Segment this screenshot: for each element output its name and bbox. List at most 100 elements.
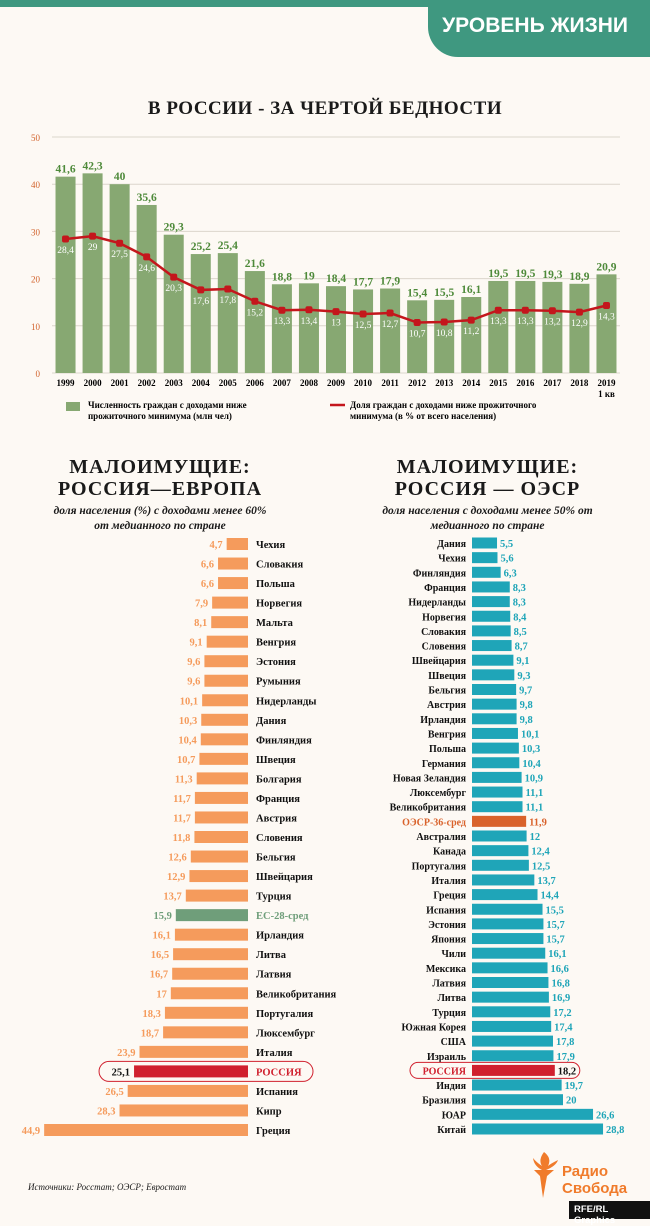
bar (472, 596, 510, 608)
bar (472, 962, 548, 974)
bar (201, 713, 248, 726)
x-tick-label: 2002 (138, 378, 157, 388)
bar-value-label: 5,6 (500, 554, 513, 565)
country-label: Венгрия (256, 638, 296, 649)
bar (139, 1045, 248, 1058)
bar (472, 1020, 552, 1032)
bar-value-label: 11,7 (173, 813, 191, 824)
bar (542, 281, 563, 373)
bar (472, 757, 520, 769)
country-label: Швеция (428, 671, 466, 682)
line-value-label: 10,8 (436, 329, 453, 339)
line-point (359, 310, 367, 318)
bar-value-label: 16,1 (461, 284, 481, 296)
bar (472, 1035, 553, 1047)
bar (472, 669, 515, 681)
country-label: Великобритания (390, 803, 467, 814)
x-tick-label: 2012 (408, 378, 427, 388)
oecd-subtitle-line-1: доля населения с доходами менее 50% от (382, 505, 593, 517)
bar (194, 831, 248, 843)
graphics-credit: RFE/RL Graphics (569, 1201, 650, 1226)
bar-value-label: 11,8 (173, 833, 191, 844)
country-label: Литва (256, 950, 287, 961)
bar (596, 274, 617, 373)
bar-value-label: 9,8 (520, 715, 533, 726)
bar-value-label: 26,5 (105, 1087, 123, 1098)
bar (202, 694, 248, 707)
bar (472, 977, 549, 988)
oecd-subtitle-line-2: медианного по стране (430, 520, 545, 532)
bar (134, 1065, 248, 1078)
bar (380, 288, 401, 373)
bar-value-label: 15,7 (546, 935, 564, 946)
bar-value-label: 44,9 (22, 1126, 40, 1137)
bar-value-label: 12,4 (531, 847, 550, 858)
x-tick-label: 2017 (543, 378, 562, 388)
bar-value-label: 17 (156, 989, 167, 1000)
country-label: Мексика (426, 964, 466, 975)
oecd-heading: МАЛОИМУЩИЕ: РОССИЯ — ОЭСР доля населения… (345, 456, 630, 534)
oecd-title-line-2: РОССИЯ — ОЭСР (394, 478, 581, 500)
bar (136, 204, 157, 373)
country-label: Турция (256, 892, 292, 903)
bar (194, 811, 248, 824)
bar-value-label: 10,3 (179, 716, 197, 727)
line-value-label: 14,3 (598, 313, 615, 323)
country-label: Румыния (256, 677, 301, 688)
legend-line-label: минимума (в % от всего населения) (350, 411, 496, 421)
x-tick-label: 2013 (435, 378, 454, 388)
bar (472, 1123, 604, 1135)
bar-value-label: 41,6 (55, 164, 75, 176)
logo-text-line-1: Радио (562, 1163, 609, 1180)
country-label: ЕС-28-сред (256, 911, 309, 922)
logo-text-line-2: Свобода (562, 1180, 628, 1197)
bar (472, 727, 518, 739)
country-label: Япония (431, 935, 467, 946)
bar (298, 283, 319, 373)
bar-value-label: 18,4 (326, 273, 346, 285)
bar-value-label: 8,5 (514, 627, 527, 638)
bar-value-label: 23,9 (117, 1048, 135, 1059)
bar-value-label: 18,9 (569, 271, 589, 283)
bar (472, 874, 535, 886)
bar (109, 184, 130, 373)
bar (163, 234, 184, 373)
bar-value-label: 16,5 (151, 950, 169, 961)
country-label: ОЭСР-36-сред (402, 817, 466, 828)
bar-value-label: 11,7 (173, 794, 191, 805)
russia-highlight-outline (98, 1060, 314, 1082)
x-tick-label-sub: 1 кв (598, 389, 615, 399)
bar-value-label: 15,5 (546, 905, 564, 916)
country-label: Чехия (438, 554, 466, 565)
country-label: Германия (422, 759, 467, 770)
bar-value-label: 17,2 (553, 1008, 571, 1019)
line-point (467, 316, 475, 324)
bar-value-label: 16,8 (551, 979, 569, 990)
x-tick-label: 2005 (219, 378, 238, 388)
country-label: Швеция (256, 755, 296, 766)
line-value-label: 29 (88, 243, 98, 253)
bar (472, 801, 523, 813)
bar (434, 299, 455, 373)
bar (185, 889, 248, 902)
country-label: Люксембург (410, 788, 467, 799)
country-label: Латвия (432, 979, 466, 990)
radio-svoboda-torch-logo-icon (533, 1152, 558, 1198)
bar-value-label: 19 (303, 270, 315, 282)
bar (170, 987, 248, 1000)
bar-value-label: 19,7 (565, 1081, 583, 1092)
country-label: Финляндия (256, 735, 312, 746)
bar (472, 552, 498, 564)
bar (472, 845, 529, 857)
bar (472, 933, 544, 945)
logo-text: Радио Свобода (562, 1163, 627, 1197)
bar (211, 616, 248, 629)
bar-value-label: 28,8 (606, 1125, 624, 1136)
country-label: Мальта (256, 618, 294, 629)
bar-value-label: 11,9 (529, 817, 547, 828)
bar-value-label: 9,6 (187, 677, 200, 688)
country-label: Нидерланды (408, 598, 466, 609)
line-value-label: 13,4 (301, 317, 318, 327)
bar (173, 948, 248, 961)
bar-value-label: 26,6 (596, 1110, 614, 1121)
